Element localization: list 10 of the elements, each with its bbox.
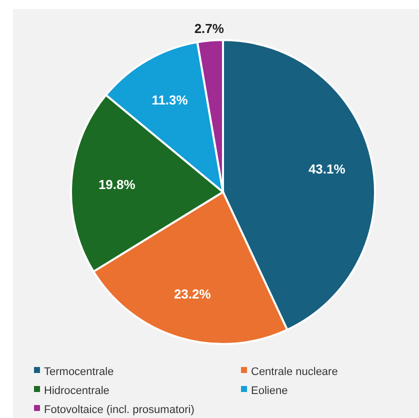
data-label: 2.7% [194,21,224,36]
legend-label: Centrale nucleare [251,366,338,378]
data-label: 19.8% [98,177,136,192]
data-label: 11.3% [152,92,188,108]
legend-label: Fotovoltaice (incl. prosumatori) [44,404,194,416]
data-label: 23.2% [174,286,212,302]
legend-label: Eoliene [251,384,288,397]
data-label: 43.1% [308,162,346,177]
legend-label: Hidrocentrale [44,384,110,397]
legend-label: Termocentrale [44,366,114,378]
